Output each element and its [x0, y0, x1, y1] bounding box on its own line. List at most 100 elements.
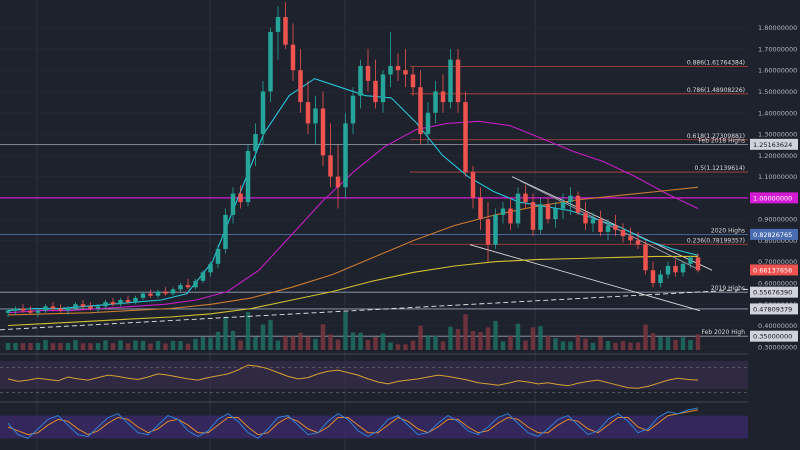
- volume-bar: [171, 341, 175, 350]
- candle-body: [193, 281, 197, 287]
- candle-body: [561, 202, 565, 208]
- volume-bar: [373, 337, 377, 350]
- candle-body: [313, 109, 317, 124]
- candle-body: [306, 102, 310, 123]
- volume-bar: [246, 312, 250, 350]
- price-tag-label: 0.47809379: [753, 305, 792, 313]
- stoch-band: [0, 416, 748, 439]
- volume-bar: [606, 341, 610, 350]
- volume-bar: [583, 338, 587, 350]
- candle-body: [441, 91, 445, 102]
- candle-body: [538, 204, 542, 230]
- price-tag-label: 1.00000000: [753, 194, 792, 202]
- volume-bar: [463, 314, 467, 350]
- price-tick-label: 1.80000000: [758, 24, 797, 32]
- volume-bar: [81, 343, 85, 350]
- price-tick-label: 1.50000000: [758, 88, 797, 96]
- candle-body: [163, 291, 167, 293]
- candle-body: [613, 226, 617, 230]
- volume-bar: [306, 336, 310, 350]
- volume-bar: [208, 337, 212, 350]
- candle-body: [493, 215, 497, 245]
- candle-body: [673, 266, 677, 272]
- volume-bar: [403, 344, 407, 350]
- volume-bar: [636, 343, 640, 351]
- candle-body: [66, 309, 70, 311]
- price-tick-label: 0.90000000: [758, 216, 797, 224]
- price-tick-label: 1.40000000: [758, 109, 797, 117]
- volume-bar: [103, 340, 107, 350]
- candle-body: [448, 60, 452, 103]
- volume-bar: [501, 341, 505, 350]
- volume-bar: [216, 332, 220, 350]
- candle-body: [598, 219, 602, 232]
- volume-bar: [178, 341, 182, 350]
- candle-body: [373, 81, 377, 102]
- volume-bar: [141, 341, 145, 350]
- volume-bar: [126, 343, 130, 350]
- volume-bar: [28, 343, 32, 350]
- volume-bar: [133, 341, 137, 350]
- volume-bar: [493, 321, 497, 350]
- candle-body: [651, 270, 655, 283]
- candle-body: [606, 226, 610, 232]
- volume-bar: [96, 343, 100, 350]
- price-tick-label: 1.70000000: [758, 45, 797, 53]
- volume-bar: [163, 344, 167, 351]
- volume-bar: [613, 343, 617, 350]
- volume-bar: [58, 343, 62, 350]
- volume-bar: [681, 337, 685, 350]
- volume-bar: [358, 333, 362, 350]
- candle-body: [553, 209, 557, 220]
- volume-bar: [621, 341, 625, 350]
- volume-bar: [546, 336, 550, 350]
- candle-body: [103, 302, 107, 306]
- volume-bar: [576, 335, 580, 350]
- volume-bar: [201, 337, 205, 350]
- candle-body: [381, 74, 385, 102]
- volume-bar: [531, 327, 535, 350]
- candle-body: [223, 215, 227, 249]
- candle-body: [148, 294, 152, 296]
- candle-body: [426, 113, 430, 134]
- candle-body: [73, 304, 77, 308]
- price-chart: 0.886(1.61764384)0.786(1.48908226)0.618(…: [0, 0, 800, 450]
- candle-body: [141, 294, 145, 298]
- volume-bar: [666, 337, 670, 350]
- volume-bar: [591, 343, 595, 350]
- volume-bar: [276, 340, 280, 350]
- candle-body: [291, 45, 295, 71]
- volume-bar: [658, 337, 662, 350]
- volume-bar: [298, 333, 302, 350]
- price-tick-label: 1.30000000: [758, 131, 797, 139]
- candle-body: [216, 249, 220, 264]
- candle-body: [583, 213, 587, 224]
- candle-body: [388, 66, 392, 75]
- volume-bar: [268, 320, 272, 350]
- volume-bar: [261, 324, 265, 350]
- candle-body: [471, 172, 475, 198]
- candle-body: [486, 219, 490, 245]
- price-tick-label: 0.40000000: [758, 322, 797, 330]
- candle-body: [118, 300, 122, 304]
- candle-body: [283, 17, 287, 45]
- volume-bar: [673, 340, 677, 350]
- candle-body: [298, 70, 302, 102]
- volume-bar: [336, 340, 340, 350]
- volume-bar: [478, 332, 482, 350]
- candle-body: [636, 240, 640, 244]
- volume-bar: [456, 329, 460, 350]
- chart-container: 0.886(1.61764384) 0.786(1.48908226) 0.618(…: [0, 0, 800, 450]
- candle-body: [328, 155, 332, 176]
- candle-body: [456, 60, 460, 103]
- volume-bar: [523, 341, 527, 350]
- volume-bar: [238, 341, 242, 350]
- volume-bar: [186, 344, 190, 350]
- volume-bar: [156, 341, 160, 350]
- volume-bar: [291, 336, 295, 350]
- level-label: 2019 Highs: [711, 285, 745, 292]
- volume-bar: [418, 326, 422, 350]
- candle-body: [478, 198, 482, 219]
- volume-bar: [88, 343, 92, 350]
- volume-bar: [538, 326, 542, 350]
